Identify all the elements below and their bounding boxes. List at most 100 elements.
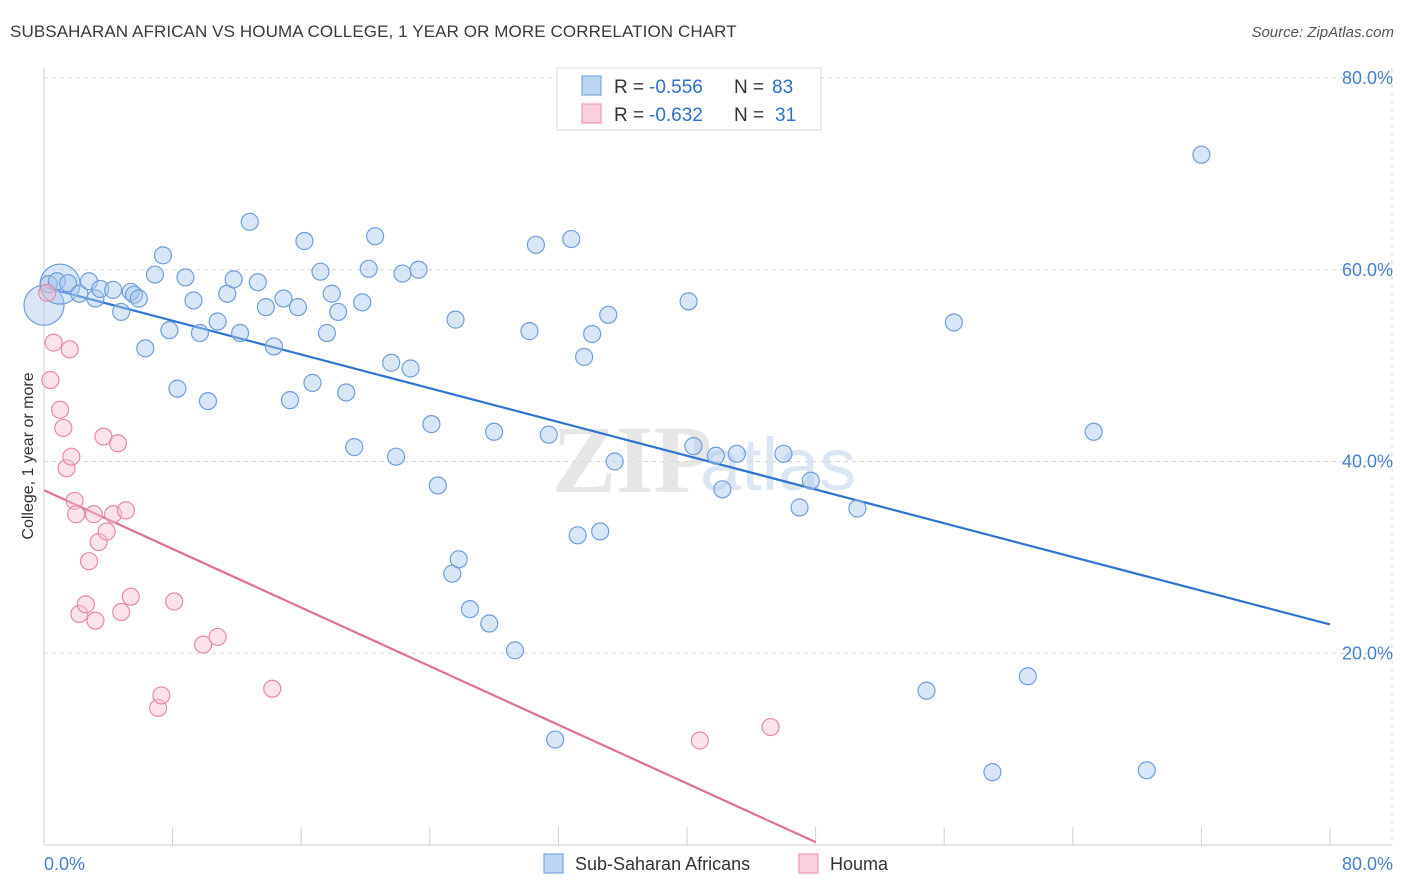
data-point-sub-saharan <box>136 339 155 358</box>
data-point-houma <box>79 552 99 571</box>
data-point-sub-saharan <box>599 305 618 324</box>
legend-swatch-pink <box>581 103 602 124</box>
data-point-houma <box>208 627 227 647</box>
data-point-sub-saharan <box>583 324 602 344</box>
data-point-sub-saharan <box>801 471 820 490</box>
data-point-houma <box>263 679 282 698</box>
data-point-sub-saharan <box>329 302 348 322</box>
data-point-sub-saharan <box>190 323 210 343</box>
data-point-sub-saharan <box>485 422 504 441</box>
data-point-sub-saharan <box>231 323 250 343</box>
bottom-legend-label-pink: Houma <box>830 854 889 874</box>
data-point-sub-saharan <box>382 353 401 372</box>
data-point-sub-saharan <box>575 347 594 367</box>
data-point-sub-saharan <box>526 235 545 254</box>
data-point-sub-saharan <box>317 323 337 343</box>
y-tick-label: 20.0% <box>1342 643 1393 663</box>
data-point-sub-saharan <box>393 264 412 283</box>
data-point-sub-saharan <box>256 298 275 317</box>
data-point-houma <box>65 491 84 510</box>
legend-r-value-2: -0.632 <box>649 105 703 126</box>
y-tick-label: 40.0% <box>1342 452 1393 472</box>
data-point-sub-saharan <box>568 526 587 545</box>
data-point-sub-saharan <box>449 550 468 569</box>
data-point-sub-saharan <box>562 229 581 249</box>
trendline-houma <box>43 489 817 844</box>
data-point-sub-saharan <box>359 259 378 278</box>
data-point-sub-saharan <box>264 337 283 356</box>
source-label: Source: ZipAtlas.com <box>1251 24 1394 41</box>
data-point-sub-saharan <box>713 480 732 499</box>
data-point-houma <box>38 283 57 302</box>
data-point-sub-saharan <box>184 291 203 310</box>
data-point-sub-saharan <box>848 499 867 518</box>
data-point-sub-saharan <box>86 289 105 308</box>
data-point-sub-saharan <box>591 522 610 541</box>
data-point-sub-saharan <box>1137 761 1156 780</box>
trendline-sub-saharan <box>43 285 1331 626</box>
data-points <box>23 145 1211 782</box>
data-point-houma <box>112 602 131 622</box>
data-point-sub-saharan <box>176 268 195 287</box>
bottom-legend-swatch-blue <box>543 853 564 874</box>
data-point-houma <box>121 587 140 606</box>
data-point-houma <box>70 604 89 624</box>
data-point-sub-saharan <box>409 260 428 279</box>
data-point-sub-saharan <box>288 298 308 317</box>
data-point-sub-saharan <box>104 280 123 299</box>
data-point-houma <box>97 522 116 541</box>
data-point-houma <box>108 434 128 453</box>
data-point-sub-saharan <box>706 446 726 465</box>
data-point-sub-saharan <box>520 322 539 341</box>
data-point-houma <box>50 400 70 419</box>
legend: R = -0.556 N = 83 R = -0.632 N = 31 <box>556 67 822 131</box>
data-point-sub-saharan <box>59 274 78 293</box>
data-point-houma <box>41 370 60 390</box>
data-point-sub-saharan <box>727 444 746 463</box>
data-point-sub-saharan <box>460 600 480 619</box>
data-point-sub-saharan <box>112 302 131 322</box>
data-point-sub-saharan <box>684 437 703 456</box>
data-point-sub-saharan <box>401 359 420 378</box>
data-point-sub-saharan <box>303 373 322 392</box>
data-point-sub-saharan <box>546 730 565 749</box>
legend-r-label-1: R = <box>614 77 644 98</box>
data-point-sub-saharan <box>145 265 165 284</box>
data-point-sub-saharan <box>198 391 218 411</box>
data-point-sub-saharan <box>1192 145 1211 164</box>
legend-n-value-1: 83 <box>772 77 793 98</box>
data-point-houma <box>165 592 184 611</box>
data-point-sub-saharan <box>240 212 259 231</box>
data-point-sub-saharan <box>605 452 624 471</box>
data-point-sub-saharan <box>366 227 385 246</box>
data-point-sub-saharan <box>446 310 465 329</box>
data-point-sub-saharan <box>345 438 364 457</box>
legend-r-value-1: -0.556 <box>649 77 703 98</box>
data-point-sub-saharan <box>160 321 179 340</box>
data-point-sub-saharan <box>322 284 341 303</box>
trendlines <box>43 285 1331 844</box>
x-tick-label: 0.0% <box>44 854 85 874</box>
x-tick-label: 80.0% <box>1342 854 1393 874</box>
data-point-sub-saharan <box>983 763 1002 782</box>
y-tick-label: 60.0% <box>1342 260 1393 280</box>
data-point-sub-saharan <box>480 614 499 633</box>
bottom-legend: Sub-Saharan Africans Houma <box>543 853 889 874</box>
data-point-sub-saharan <box>428 476 447 495</box>
data-point-houma <box>57 459 76 478</box>
legend-n-value-2: 31 <box>775 105 796 126</box>
data-point-sub-saharan <box>311 262 330 281</box>
data-point-houma <box>86 611 105 630</box>
data-point-sub-saharan <box>917 681 936 700</box>
data-point-houma <box>60 340 79 359</box>
data-point-sub-saharan <box>274 289 293 308</box>
data-point-sub-saharan <box>790 498 809 517</box>
data-point-houma <box>54 418 73 438</box>
data-point-sub-saharan <box>422 415 441 434</box>
data-point-sub-saharan <box>280 391 300 410</box>
data-point-sub-saharan <box>337 383 356 402</box>
legend-r-label-2: R = <box>614 105 644 126</box>
legend-n-label-1: N = <box>734 77 764 98</box>
data-point-sub-saharan <box>505 641 525 660</box>
data-point-sub-saharan <box>1018 667 1037 686</box>
